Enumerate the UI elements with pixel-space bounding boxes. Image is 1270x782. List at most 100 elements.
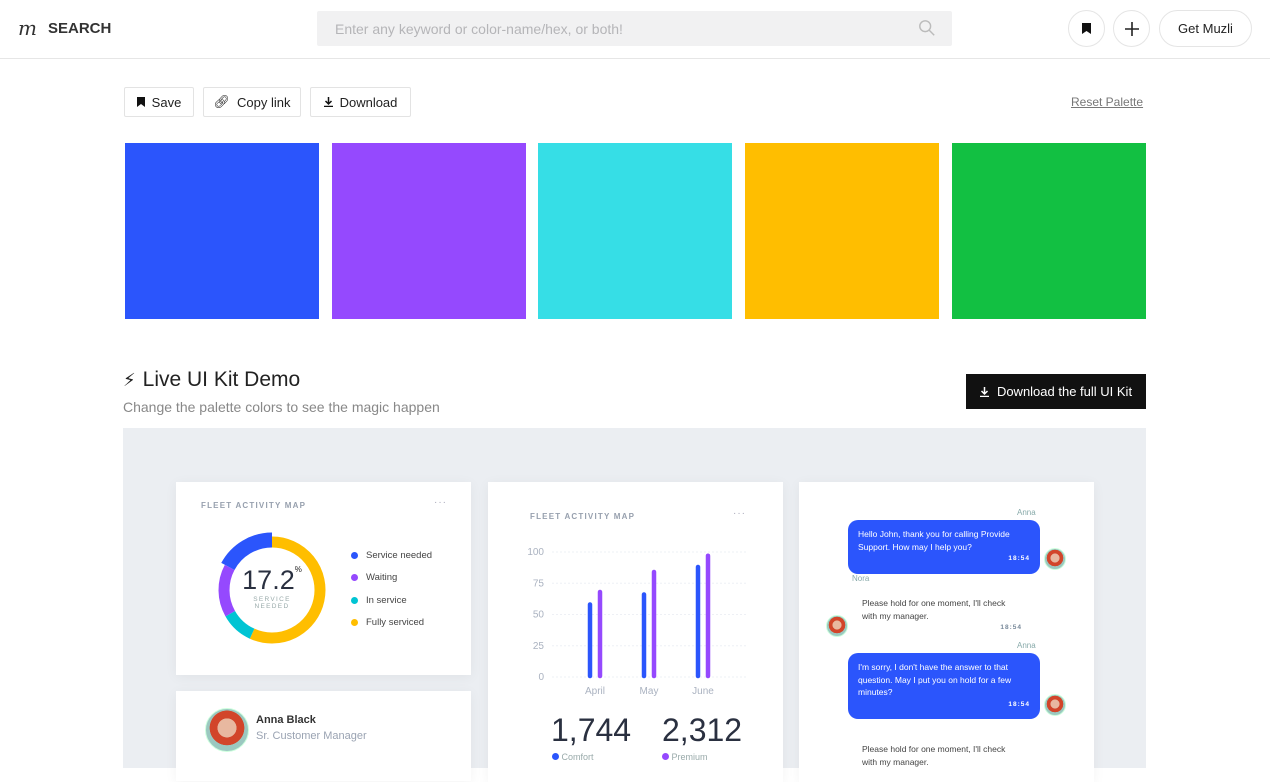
download-label: Download — [339, 94, 398, 110]
x-tick-label: June — [692, 686, 714, 697]
copy-link-button[interactable]: 🔗︎ Copy link — [203, 87, 301, 117]
top-header: m SEARCH Get Muzli — [0, 0, 1270, 59]
message-text: Please hold for one moment, I'll check w… — [862, 598, 1006, 621]
reset-palette-link[interactable]: Reset Palette — [1071, 95, 1144, 109]
bolt-icon: ⚡︎ — [123, 369, 136, 390]
sender-name: Anna — [1017, 641, 1036, 650]
bookmark-icon — [1082, 23, 1091, 34]
download-icon — [979, 386, 989, 397]
card-title: FLEET ACTIVITY MAP — [201, 501, 307, 510]
comfort-label: Comfort — [561, 752, 594, 762]
sender-name: Nora — [852, 574, 870, 583]
legend-item: Fully serviced — [351, 612, 432, 635]
bookmarks-button[interactable] — [1068, 10, 1105, 47]
download-icon — [323, 97, 333, 107]
legend-label: Fully serviced — [366, 617, 425, 629]
bar-chart: 0 25 50 75 100 April May June — [527, 547, 748, 697]
save-label: Save — [151, 94, 182, 110]
stat-comfort-label: Comfort — [552, 752, 594, 762]
x-tick-label: April — [585, 686, 605, 697]
message-time: 18:54 — [1008, 700, 1030, 708]
legend-dot — [351, 619, 358, 627]
legend-dot — [552, 753, 559, 760]
message-time: 18:54 — [1000, 624, 1022, 631]
message-text: Hello John, thank you for calling Provid… — [858, 529, 1010, 552]
color-swatch-1[interactable] — [125, 143, 319, 319]
copy-label: Copy link — [237, 94, 291, 110]
donut-segment-in-service — [225, 610, 255, 639]
kit-heading: ⚡︎ Live UI Kit Demo — [123, 368, 300, 392]
donut-chart — [218, 532, 326, 644]
muzli-logo[interactable]: m — [18, 16, 37, 40]
bar-chart-card: FLEET ACTIVITY MAP ··· 0 25 50 75 100 April Ma… — [488, 482, 783, 782]
download-kit-button[interactable]: Download the full UI Kit — [966, 374, 1146, 409]
donut-caption-2: NEEDED — [254, 603, 290, 610]
legend-dot — [662, 753, 669, 760]
chat-bubble: Hello John, thank you for calling Provid… — [848, 520, 1040, 574]
stat-premium-label: Premium — [662, 752, 708, 762]
plus-icon — [1124, 21, 1139, 36]
download-kit-label: Download the full UI Kit — [996, 384, 1133, 399]
legend-dot — [351, 551, 358, 559]
y-tick-label: 50 — [533, 610, 545, 621]
kit-subtitle: Change the palette colors to see the mag… — [123, 399, 440, 415]
legend-dot — [351, 596, 358, 604]
avatar — [205, 708, 249, 752]
chat-message: Please hold for one moment, I'll check w… — [862, 597, 1022, 635]
donut-value: 17.2 — [242, 565, 295, 595]
donut-segment-waiting — [218, 564, 236, 617]
avatar — [1044, 694, 1066, 716]
legend-item: Waiting — [351, 567, 432, 590]
donut-segment-fully-serviced — [249, 536, 326, 644]
legend-item: Service needed — [351, 544, 432, 567]
y-tick-label: 0 — [538, 672, 544, 683]
message-time: 18:54 — [1008, 555, 1030, 562]
profile-name: Anna Black — [256, 714, 316, 726]
donut-caption-1: SERVICE — [253, 596, 291, 603]
avatar — [826, 615, 848, 637]
donut-legend: Service needed Waiting In service Fully ser… — [351, 544, 432, 634]
color-swatch-2[interactable] — [331, 143, 526, 319]
add-button[interactable] — [1113, 10, 1150, 47]
y-tick-label: 25 — [533, 641, 545, 652]
legend-label: Service needed — [366, 549, 433, 561]
search-title: SEARCH — [48, 20, 112, 37]
link-icon: 🔗︎ — [213, 94, 231, 109]
stat-comfort: 1,744 — [551, 712, 632, 748]
bookmark-icon — [136, 97, 145, 107]
save-button[interactable]: Save — [124, 87, 194, 117]
color-swatch-4[interactable] — [745, 143, 940, 319]
chat-card: Anna Hello John, thank you for calling P… — [799, 482, 1094, 782]
stat-premium: 2,312 — [662, 712, 743, 748]
color-swatch-3[interactable] — [538, 143, 733, 319]
sender-name: Anna — [1017, 508, 1036, 517]
donut-unit: % — [294, 565, 302, 574]
chat-message: Please hold for one moment, I'll check w… — [862, 744, 1006, 767]
more-icon[interactable]: ··· — [733, 508, 746, 519]
card-title: FLEET ACTIVITY MAP — [530, 512, 636, 521]
y-tick-label: 75 — [533, 578, 545, 589]
search-icon[interactable] — [918, 19, 936, 37]
legend-item: In service — [351, 589, 432, 612]
legend-label: In service — [366, 594, 407, 606]
message-text: I'm sorry, I don't have the answer to th… — [858, 662, 1012, 697]
chat-bubble: I'm sorry, I don't have the answer to th… — [848, 653, 1040, 719]
kit-title: Live UI Kit Demo — [142, 368, 301, 391]
color-swatch-5[interactable] — [951, 143, 1146, 319]
legend-label: Waiting — [366, 572, 398, 584]
ui-kit-demo: FLEET ACTIVITY MAP ··· 17.2% SERVICE NEE… — [123, 428, 1146, 782]
search-bar — [317, 11, 952, 46]
get-muzli-button[interactable]: Get Muzli — [1159, 10, 1252, 47]
donut-segment-service-needed — [221, 532, 273, 571]
more-icon[interactable]: ··· — [434, 497, 447, 508]
profile-card: Anna Black Sr. Customer Manager — [176, 691, 471, 781]
profile-role: Sr. Customer Manager — [256, 730, 367, 742]
avatar — [1044, 548, 1066, 570]
premium-label: Premium — [671, 752, 708, 762]
legend-dot — [351, 574, 358, 582]
search-input[interactable] — [317, 11, 897, 46]
donut-center: 17.2% SERVICE NEEDED — [214, 565, 330, 610]
download-button[interactable]: Download — [310, 87, 411, 117]
x-tick-label: May — [640, 686, 659, 697]
y-tick-label: 100 — [527, 547, 544, 558]
